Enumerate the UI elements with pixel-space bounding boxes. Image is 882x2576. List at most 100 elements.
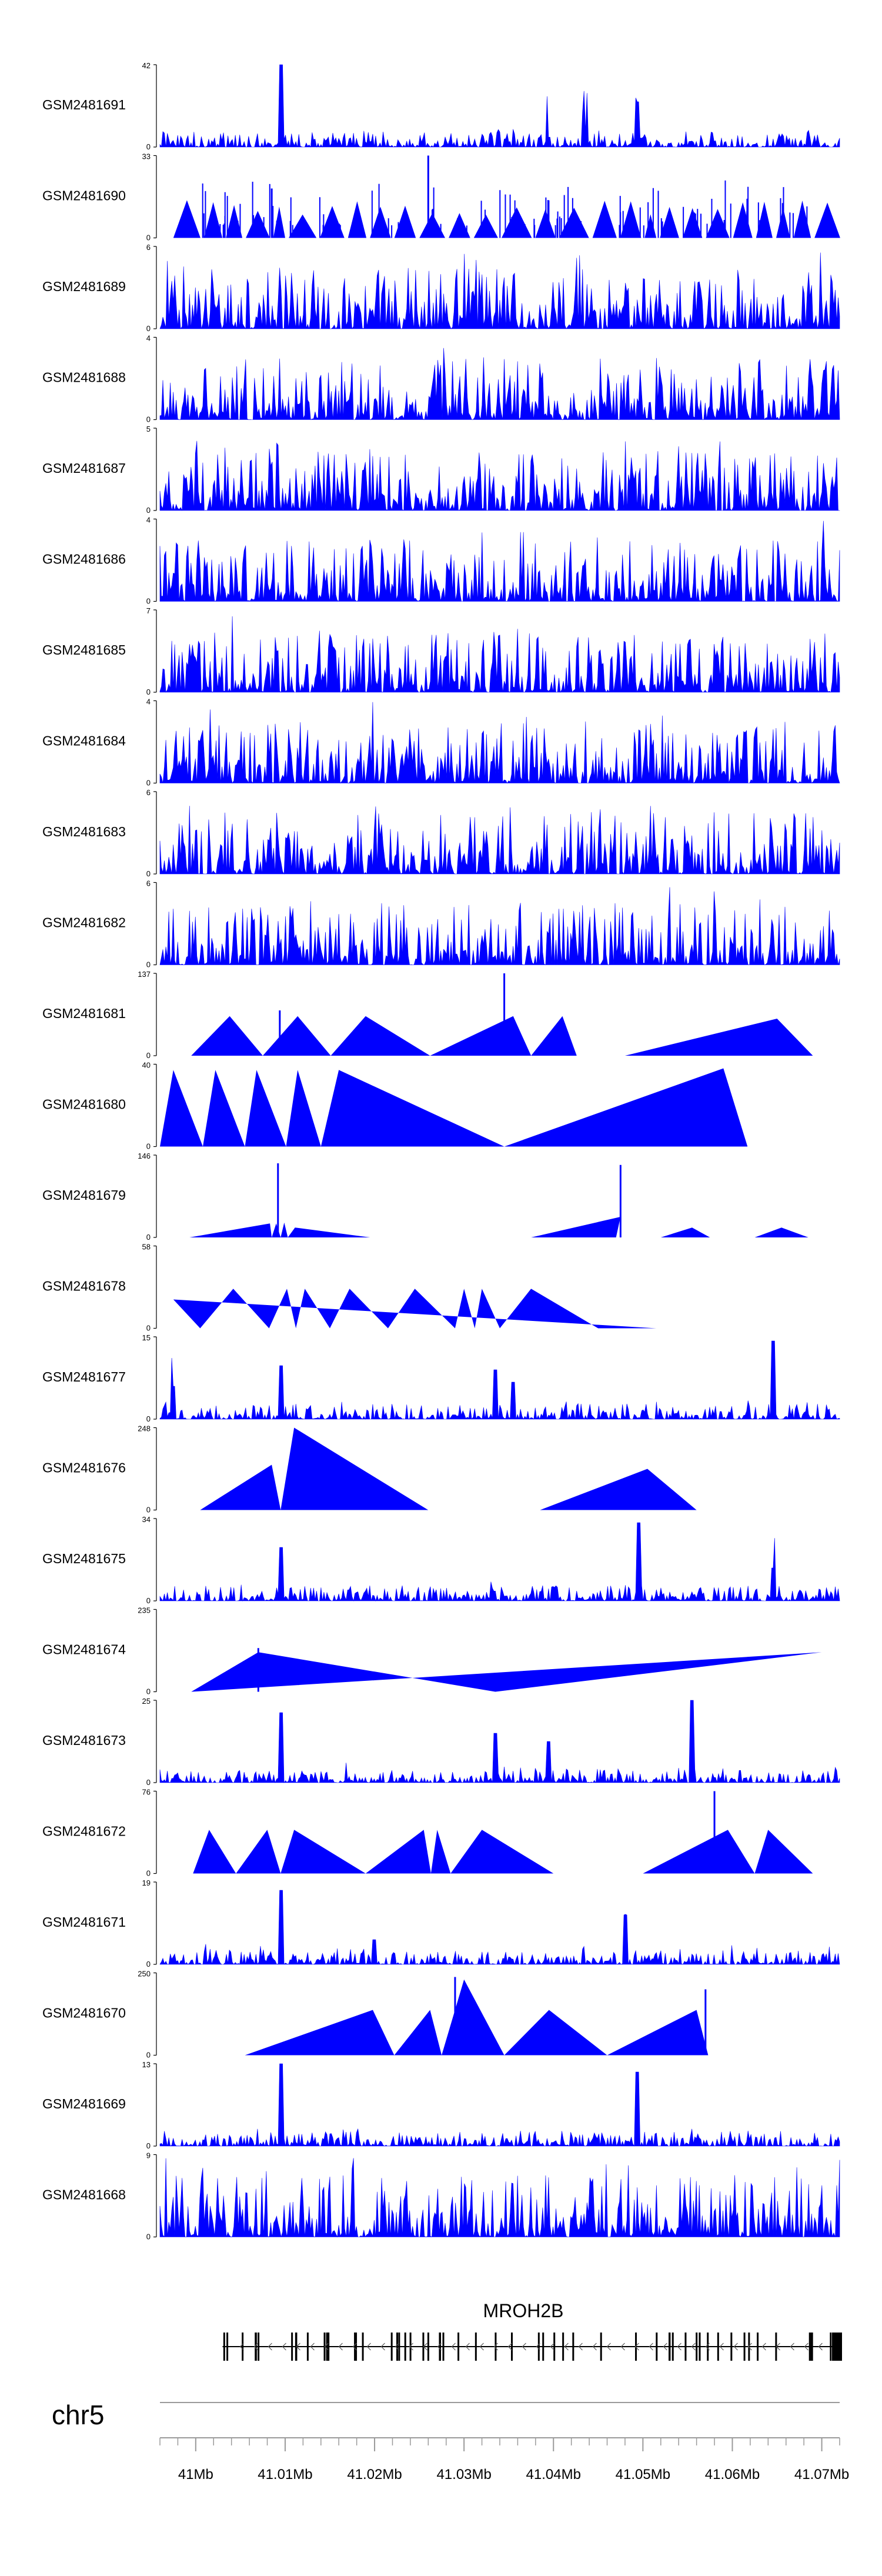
strand-arrow — [338, 2343, 343, 2351]
gene-exon — [553, 2333, 556, 2361]
track-GSM2481690: GSM2481690 33 0 — [42, 152, 840, 242]
strand-arrow — [578, 2343, 583, 2351]
y-min-label: 0 — [146, 1687, 151, 1696]
track-GSM2481686: GSM2481686 4 0 — [42, 516, 840, 606]
gene-exon — [808, 2333, 811, 2361]
gene-track: MROH2B — [222, 2300, 842, 2361]
signal-area — [193, 1830, 813, 1874]
x-tick-label: 41.06Mb — [705, 2467, 760, 2482]
gene-exon — [362, 2333, 364, 2361]
strand-arrow — [296, 2343, 300, 2351]
track-label: GSM2481683 — [42, 824, 126, 839]
gene-exon — [398, 2333, 400, 2361]
signal-area — [189, 1217, 808, 1237]
x-tick-label: 41.04Mb — [526, 2467, 581, 2482]
track-GSM2481669: GSM2481669 13 0 — [42, 2060, 840, 2150]
y-max-label: 9 — [146, 2151, 151, 2160]
gene-exon — [390, 2333, 393, 2361]
gene-exon — [326, 2333, 328, 2361]
gene-exon — [404, 2333, 406, 2361]
strand-arrow — [776, 2343, 780, 2351]
signal-area — [159, 348, 840, 421]
gene-exon — [696, 2333, 698, 2361]
gene-exon — [830, 2333, 832, 2361]
gene-exon — [833, 2333, 836, 2361]
strand-arrow — [733, 2343, 738, 2351]
track-GSM2481678: GSM2481678 58 0 — [42, 1243, 657, 1333]
strand-arrow — [606, 2343, 611, 2351]
gene-exon — [442, 2333, 445, 2361]
track-label: GSM2481674 — [42, 1642, 126, 1657]
track-label: GSM2481691 — [42, 97, 126, 112]
y-max-label: 40 — [142, 1061, 151, 1070]
gene-exon — [255, 2333, 257, 2361]
signal-area — [160, 1068, 748, 1147]
track-GSM2481674: GSM2481674 235 0 — [42, 1606, 822, 1696]
signal-area — [191, 1652, 822, 1692]
gene-exon — [572, 2333, 574, 2361]
gene-exon — [757, 2333, 759, 2361]
y-min-label: 0 — [146, 415, 151, 424]
gene-exon — [562, 2333, 564, 2361]
x-tick-label: 41Mb — [178, 2467, 213, 2482]
strand-arrow — [550, 2343, 554, 2351]
y-min-label: 0 — [146, 1324, 151, 1333]
strand-arrow — [634, 2343, 639, 2351]
strand-arrow — [465, 2343, 470, 2351]
strand-arrow — [663, 2343, 667, 2351]
y-min-label: 0 — [146, 1142, 151, 1151]
gene-exon — [396, 2333, 398, 2361]
y-min-label: 0 — [146, 1506, 151, 1514]
strand-arrow — [761, 2343, 766, 2351]
gene-exon — [707, 2333, 709, 2361]
chromosome-label: chr5 — [52, 2400, 104, 2430]
y-max-label: 15 — [142, 1333, 151, 1342]
track-label: GSM2481676 — [42, 1460, 126, 1476]
gene-exon — [328, 2333, 330, 2361]
track-label: GSM2481680 — [42, 1097, 126, 1112]
y-max-label: 146 — [138, 1152, 151, 1160]
track-label: GSM2481689 — [42, 279, 126, 294]
signal-area — [159, 1890, 840, 1966]
gene-exon — [669, 2333, 671, 2361]
strand-arrow — [451, 2343, 456, 2351]
signal-area — [245, 1979, 709, 2056]
track-label: GSM2481675 — [42, 1551, 126, 1566]
track-GSM2481671: GSM2481671 19 0 — [42, 1878, 840, 1968]
genome-axis: chr5 41Mb 41.01Mb 41.02Mb 41.03Mb 41.04Mb 41.… — [52, 2400, 849, 2482]
x-tick-label: 41.03Mb — [436, 2467, 491, 2482]
track-GSM2481670: GSM2481670 250 0 — [42, 1970, 709, 2060]
y-max-label: 5 — [146, 425, 151, 433]
strand-arrow — [804, 2343, 808, 2351]
strand-arrow — [522, 2343, 526, 2351]
signal-area — [191, 1016, 813, 1056]
gene-exon — [355, 2333, 358, 2361]
signal-area — [159, 702, 840, 784]
strand-arrow — [677, 2343, 681, 2351]
track-GSM2481689: GSM2481689 6 0 — [42, 243, 840, 333]
track-GSM2481681: GSM2481681 137 0 — [42, 970, 813, 1060]
y-max-label: 42 — [142, 61, 151, 70]
track-GSM2481691: GSM2481691 42 0 — [42, 61, 840, 151]
gene-exon — [743, 2333, 746, 2361]
y-min-label: 0 — [146, 142, 151, 151]
gene-exon — [684, 2333, 687, 2361]
strand-arrow — [437, 2343, 442, 2351]
strand-arrow — [536, 2343, 540, 2351]
signal-area — [159, 887, 840, 966]
y-min-label: 0 — [146, 233, 151, 242]
y-max-label: 250 — [138, 1970, 151, 1978]
gene-exon — [542, 2333, 544, 2361]
strand-arrow — [409, 2343, 413, 2351]
strand-arrow — [507, 2343, 512, 2351]
y-max-label: 6 — [146, 879, 151, 888]
y-min-label: 0 — [146, 1233, 151, 1242]
signal-area — [159, 441, 840, 511]
track-label: GSM2481688 — [42, 370, 126, 385]
strand-arrow — [705, 2343, 710, 2351]
signal-area — [159, 2063, 840, 2147]
track-GSM2481673: GSM2481673 25 0 — [42, 1697, 840, 1787]
track-GSM2481676: GSM2481676 248 0 — [42, 1424, 697, 1514]
signal-area — [159, 616, 840, 693]
track-label: GSM2481685 — [42, 642, 126, 658]
